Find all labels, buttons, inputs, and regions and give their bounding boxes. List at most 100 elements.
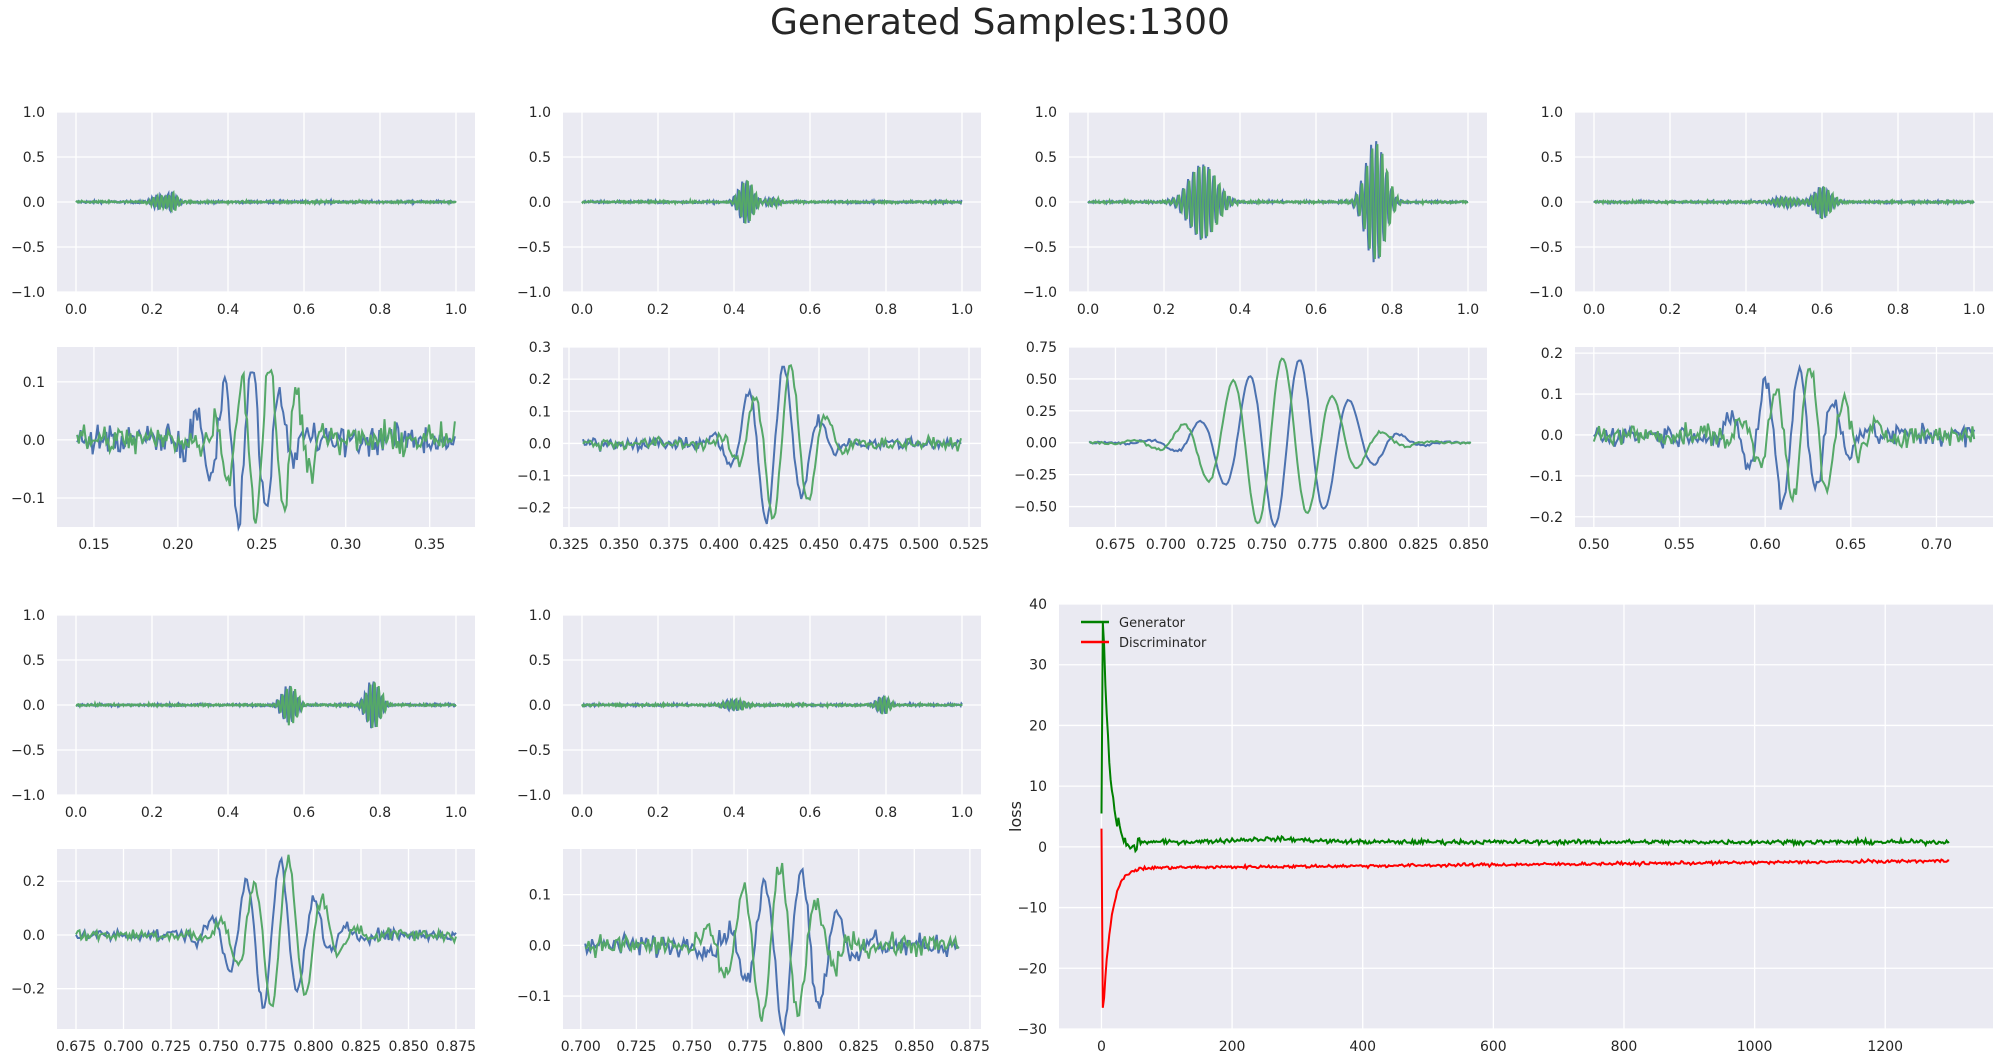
- x-tick-label: 0.0: [571, 805, 593, 821]
- x-tick-label: 0.400: [699, 537, 739, 553]
- series-line-green: [1592, 367, 1976, 504]
- x-tick-label: 0.6: [293, 805, 315, 821]
- y-tick-label: 0.2: [1541, 346, 1563, 362]
- y-tick-label: 0.0: [529, 436, 551, 452]
- y-tick-label: −0.5: [1529, 240, 1563, 256]
- x-tick-label: 0.4: [1735, 302, 1757, 318]
- subplot-6: 0.325 0.350 0.375 0.400 0.425 0.450 0.475 0.500…: [517, 340, 989, 553]
- x-tick-label: 0.700: [561, 1039, 601, 1055]
- y-tick-label: 0.2: [529, 372, 551, 388]
- subplot-2: 0.0 0.2 0.4 0.6 0.8 1.0 −1.0 −0.5 0.0 0.5 1.0: [517, 105, 981, 318]
- y-tick-label: 30: [1029, 658, 1047, 674]
- x-tick-label: 0.850: [388, 1039, 428, 1055]
- y-tick-label: 0.1: [529, 888, 551, 904]
- x-tick-label: 0.775: [1297, 537, 1337, 553]
- subplot-9: 0.0 0.2 0.4 0.6 0.8 1.0 −1.0 −0.5 0.0 0.5 1.0: [11, 608, 475, 821]
- x-tick-label: 0.0: [571, 302, 593, 318]
- x-tick-label: 0.65: [1835, 537, 1866, 553]
- x-tick-label: 0.8: [1381, 302, 1403, 318]
- x-tick-label: 0.2: [141, 302, 163, 318]
- y-tick-label: 1.0: [1035, 105, 1057, 121]
- subplot-5: 0.15 0.20 0.25 0.30 0.35 −0.1 0.0 0.1: [11, 347, 475, 553]
- series-line-green: [582, 364, 962, 520]
- axes-background: [1059, 604, 1993, 1029]
- x-tick-label: 0.775: [727, 1039, 767, 1055]
- y-tick-label: −0.25: [1014, 468, 1057, 484]
- series-line-green: [1089, 357, 1472, 525]
- series-line-green: [75, 854, 457, 1008]
- y-tick-label: 0.1: [529, 404, 551, 420]
- y-tick-label: 0.5: [23, 653, 45, 669]
- x-tick-label: 0.475: [849, 537, 889, 553]
- x-tick-label: 0.25: [246, 537, 277, 553]
- x-tick-label: 0.800: [783, 1039, 823, 1055]
- y-tick-label: −1.0: [1529, 285, 1563, 301]
- y-tick-label: 0.0: [1541, 195, 1563, 211]
- y-tick-label: 0.5: [529, 653, 551, 669]
- y-tick-label: 0.0: [23, 433, 45, 449]
- subplot-8: 0.50 0.55 0.60 0.65 0.70 −0.2 −0.1 0.0 0.1 0.2: [1529, 346, 1993, 553]
- x-tick-label: 0.525: [949, 537, 989, 553]
- y-tick-label: 0.25: [1026, 404, 1057, 420]
- y-tick-label: 0.1: [23, 375, 45, 391]
- x-tick-label: 0.350: [599, 537, 639, 553]
- x-tick-label: 0.500: [899, 537, 939, 553]
- x-tick-label: 0.6: [799, 805, 821, 821]
- y-tick-label: −0.2: [11, 982, 45, 998]
- x-tick-label: 0.8: [875, 805, 897, 821]
- x-tick-label: 0.60: [1750, 537, 1781, 553]
- x-tick-label: 0.875: [436, 1039, 476, 1055]
- x-tick-label: 0.825: [839, 1039, 879, 1055]
- x-tick-label: 0.850: [894, 1039, 934, 1055]
- y-tick-label: −0.1: [517, 469, 551, 485]
- series-line-blue: [582, 365, 962, 525]
- x-tick-label: 0: [1097, 1039, 1106, 1055]
- x-tick-label: 0.4: [217, 805, 239, 821]
- x-tick-label: 1.0: [445, 302, 467, 318]
- x-tick-label: 0.4: [217, 302, 239, 318]
- y-tick-label: 0.50: [1026, 372, 1057, 388]
- y-tick-label: 0.5: [1035, 150, 1057, 166]
- x-tick-label: 0.0: [65, 805, 87, 821]
- x-tick-label: 0.825: [341, 1039, 381, 1055]
- y-tick-label: −30: [1017, 1022, 1047, 1038]
- y-tick-label: −0.1: [1529, 469, 1563, 485]
- y-tick-label: −0.2: [517, 501, 551, 517]
- subplot-1: 0.0 0.2 0.4 0.6 0.8 1.0 −1.0 −0.5 0.0 0.5 1.0: [11, 105, 475, 318]
- x-tick-label: 1.0: [951, 302, 973, 318]
- legend-label: Generator: [1119, 616, 1186, 631]
- y-tick-label: 10: [1029, 779, 1047, 795]
- y-tick-label: −0.50: [1014, 500, 1057, 516]
- series-line-green: [584, 862, 960, 1022]
- x-tick-label: 800: [1611, 1039, 1638, 1055]
- series-line-green: [75, 189, 457, 214]
- x-tick-label: 1.0: [1457, 302, 1479, 318]
- x-tick-label: 0.2: [141, 805, 163, 821]
- figure-title: Generated Samples:1300: [770, 2, 1230, 43]
- x-tick-label: 600: [1480, 1039, 1507, 1055]
- x-tick-label: 0.750: [198, 1039, 238, 1055]
- x-tick-label: 0.6: [1305, 302, 1327, 318]
- x-tick-label: 0.20: [162, 537, 193, 553]
- y-tick-label: 0.0: [23, 195, 45, 211]
- x-tick-label: 1200: [1867, 1039, 1903, 1055]
- y-tick-label: −1.0: [517, 285, 551, 301]
- x-tick-label: 0.6: [799, 302, 821, 318]
- x-tick-label: 0.725: [616, 1039, 656, 1055]
- x-tick-label: 0.50: [1578, 537, 1609, 553]
- y-tick-label: 0: [1038, 840, 1047, 856]
- y-tick-label: 0.0: [529, 938, 551, 954]
- x-tick-label: 200: [1219, 1039, 1246, 1055]
- y-tick-label: −0.2: [1529, 510, 1563, 526]
- y-tick-label: 0.0: [23, 698, 45, 714]
- y-tick-label: −0.5: [517, 743, 551, 759]
- y-tick-label: 1.0: [1541, 105, 1563, 121]
- x-tick-label: 1.0: [951, 805, 973, 821]
- subplot-4: 0.0 0.2 0.4 0.6 0.8 1.0 −1.0 −0.5 0.0 0.5 1.0: [1529, 105, 1993, 318]
- y-tick-label: 0.75: [1026, 340, 1057, 356]
- y-tick-label: 0.5: [529, 150, 551, 166]
- y-tick-label: 1.0: [23, 105, 45, 121]
- x-tick-label: 0.0: [1077, 302, 1099, 318]
- x-tick-label: 0.8: [1887, 302, 1909, 318]
